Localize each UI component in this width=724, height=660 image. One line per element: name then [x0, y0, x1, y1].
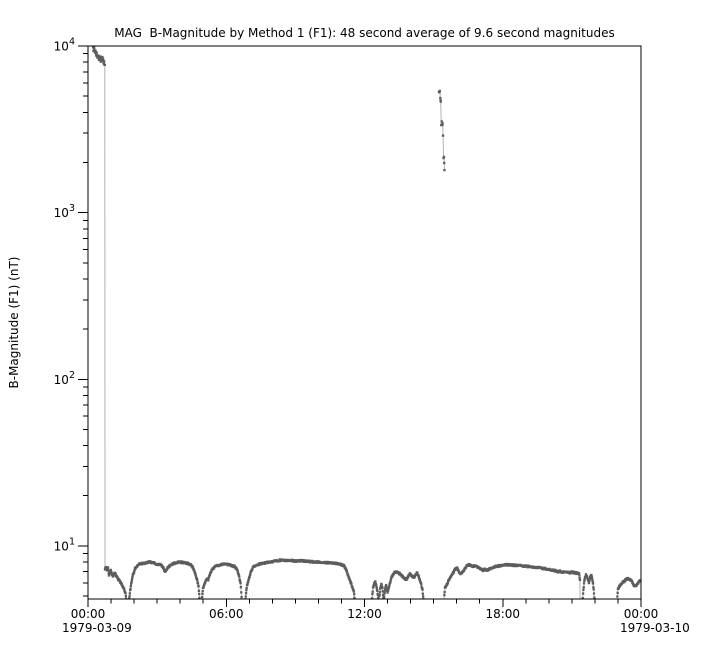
plot-title: MAG B-Magnitude by Method 1 (F1): 48 sec…	[114, 26, 614, 40]
x-tick-label: 12:00	[347, 607, 382, 621]
x-axis-date-end: 1979-03-10	[620, 621, 690, 635]
x-tick-label: 00:00	[71, 607, 106, 621]
x-tick-label: 00:00	[624, 607, 659, 621]
y-tick-label: 102	[54, 370, 75, 387]
x-tick-label: 18:00	[485, 607, 520, 621]
x-tick-label: 06:00	[209, 607, 244, 621]
y-tick-label: 104	[54, 37, 75, 54]
data-line	[92, 46, 641, 599]
plot-frame	[87, 45, 642, 600]
x-axis-date-start: 1979-03-09	[62, 621, 132, 635]
axis-ticks	[78, 45, 642, 607]
y-tick-label: 103	[54, 203, 75, 220]
y-axis-label: B-Magnitude (F1) (nT)	[7, 257, 21, 389]
y-tick-label: 101	[54, 536, 75, 553]
data-markers	[91, 46, 641, 599]
data-layer	[91, 46, 641, 599]
axis-tick-labels: 00:00 06:00 12:00 18:00 00:00 101 102 103 104	[54, 37, 659, 622]
